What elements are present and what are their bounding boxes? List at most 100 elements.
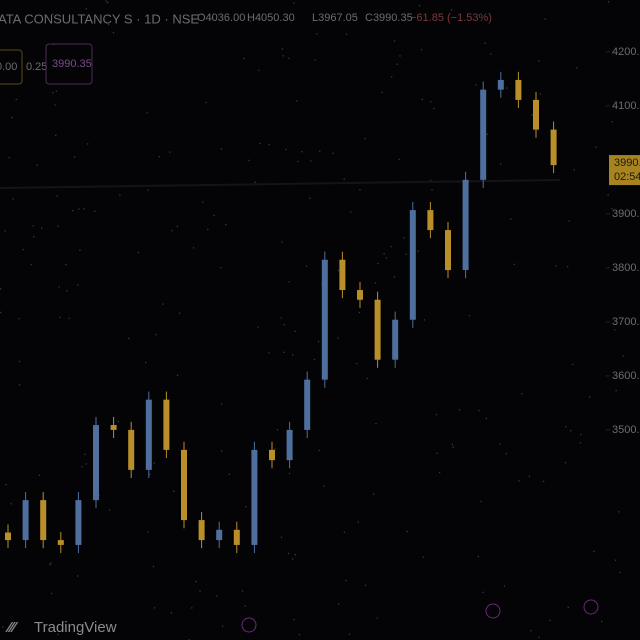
noise-dot [257, 326, 259, 328]
noise-dot [565, 426, 567, 428]
noise-dot [201, 13, 203, 16]
button[interactable] [45, 43, 93, 85]
noise-dot [259, 142, 261, 145]
candle-body [374, 299, 381, 360]
noise-dot [573, 169, 575, 171]
brand: TradingView [34, 619, 117, 636]
noise-dot [354, 15, 357, 17]
noise-dot [423, 319, 425, 321]
icon[interactable] [241, 617, 257, 633]
noise-dot [5, 484, 7, 486]
noise-dot [0, 288, 2, 290]
noise-dot [241, 590, 244, 592]
noise-dot [429, 179, 432, 182]
noise-dot [622, 355, 624, 357]
noise-dot [396, 63, 398, 65]
noise-dot [372, 493, 375, 495]
icon[interactable] [583, 599, 599, 615]
noise-dot [11, 116, 13, 119]
noise-dot [381, 91, 383, 94]
y-tick-label: 3700.00 [612, 316, 640, 328]
candle-body [304, 379, 311, 430]
last-price-label: 3990.35 [614, 157, 640, 169]
noise-dot [500, 163, 502, 165]
y-tick-label: 3600.00 [612, 370, 640, 382]
noise-dot [248, 159, 250, 162]
noise-dot [393, 40, 396, 42]
noise-dot [435, 414, 438, 416]
noise-dot [108, 509, 111, 511]
candle-body [515, 79, 522, 100]
noise-dot [297, 160, 299, 163]
candle-body [40, 500, 47, 541]
noise-dot [291, 354, 294, 356]
button-label[interactable]: 0.25 [26, 61, 47, 73]
noise-dot [72, 210, 74, 212]
noise-dot [94, 210, 96, 212]
y-tick-label: 3900.00 [612, 208, 640, 220]
candle-body [321, 259, 328, 380]
noise-dot [375, 422, 377, 425]
noise-dot [579, 442, 582, 444]
noise-dot [383, 253, 385, 255]
icon[interactable] [485, 603, 501, 619]
noise-dot [145, 361, 147, 364]
noise-dot [468, 314, 471, 317]
noise-dot [503, 585, 506, 587]
noise-dot [601, 620, 603, 623]
noise-dot [319, 150, 321, 152]
noise-dot [83, 208, 85, 210]
noise-dot [220, 266, 222, 269]
candle-body [392, 319, 399, 360]
noise-dot [350, 211, 352, 213]
noise-dot [68, 317, 70, 320]
candle-body [445, 230, 451, 271]
noise-dot [305, 265, 308, 267]
noise-dot [580, 433, 582, 436]
noise-dot [420, 49, 423, 51]
candle-body [462, 179, 469, 271]
noise-dot [364, 584, 367, 587]
noise-dot [422, 556, 424, 558]
candle-body [480, 89, 487, 180]
noise-dot [283, 351, 285, 353]
noise-dot [52, 13, 54, 15]
button[interactable] [0, 49, 23, 85]
noise-dot [398, 158, 400, 161]
noise-dot [452, 446, 454, 448]
noise-dot [390, 245, 392, 248]
noise-dot [431, 189, 433, 191]
noise-dot [176, 374, 179, 376]
noise-dot [530, 630, 532, 632]
candle-body [75, 500, 82, 545]
candle-body [339, 259, 346, 291]
noise-dot [345, 579, 347, 582]
noise-dot [38, 474, 41, 476]
noise-dot [309, 197, 311, 199]
button-label[interactable]: 3990.35 [52, 58, 92, 70]
noise-dot [332, 152, 334, 155]
button-label[interactable]: 0.00 [0, 61, 17, 73]
noise-dot [555, 265, 557, 267]
noise-dot [385, 257, 388, 259]
noise-dot [55, 134, 57, 137]
noise-dot [65, 264, 67, 266]
noise-dot [317, 340, 320, 343]
noise-dot [158, 155, 160, 158]
noise-dot [595, 146, 597, 148]
noise-dot [33, 236, 35, 238]
noise-dot [245, 506, 247, 508]
noise-dot [294, 554, 296, 556]
noise-dot [153, 462, 155, 464]
noise-dot [281, 241, 283, 243]
noise-dot [178, 312, 181, 314]
noise-dot [162, 303, 164, 305]
noise-dot [254, 181, 256, 183]
noise-dot [433, 107, 435, 110]
noise-dot [477, 556, 480, 558]
noise-dot [513, 263, 515, 266]
noise-dot [484, 42, 486, 44]
candles [5, 71, 557, 554]
noise-dot [505, 452, 508, 455]
candle-body [357, 290, 363, 300]
